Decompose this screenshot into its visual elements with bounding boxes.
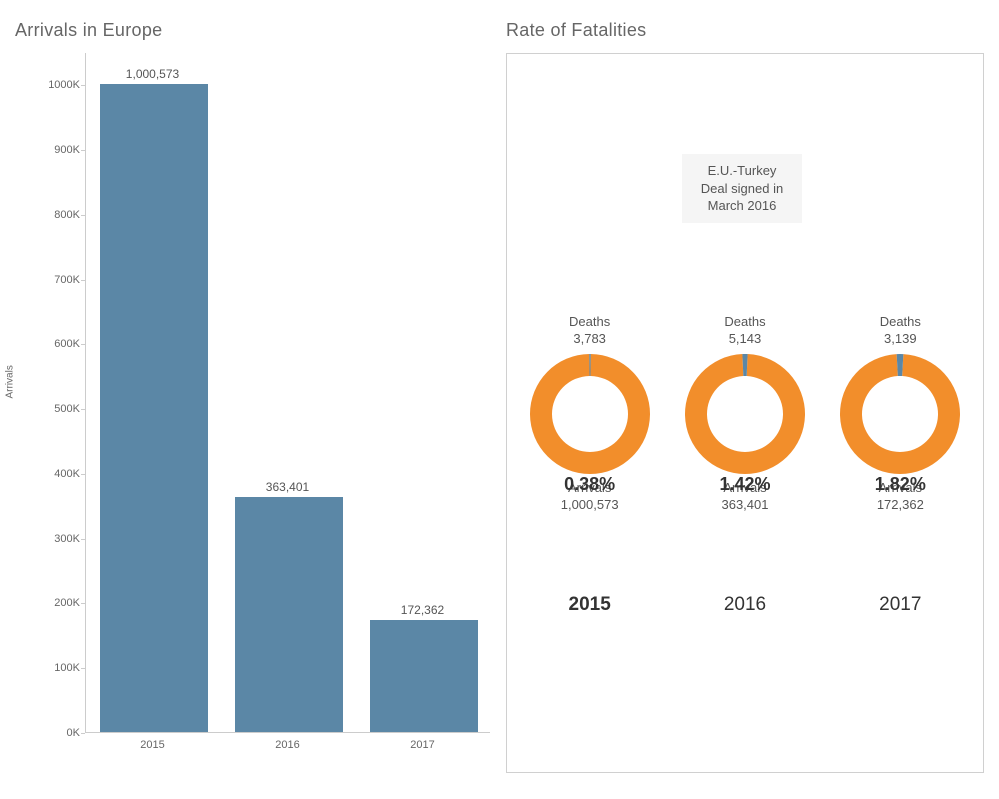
- y-tick-label: 100K: [35, 662, 80, 674]
- bar-value-label: 1,000,573: [126, 67, 179, 81]
- bar: [235, 497, 343, 732]
- bar-value-label: 363,401: [266, 480, 309, 494]
- donut-arrivals-slice: [745, 354, 805, 474]
- donut-column: Deaths3,7830.38%Arrivals1,000,573: [515, 314, 665, 514]
- donut-arrivals-slice: [590, 354, 650, 474]
- donut-center-value: 0.38%: [564, 474, 615, 495]
- donut-year-label: 2015: [515, 594, 665, 616]
- donut-arrivals-slice: [840, 354, 900, 474]
- annotation-line2: Deal signed in: [701, 181, 783, 196]
- donut-column: Deaths3,1391.82%Arrivals172,362: [825, 314, 975, 514]
- x-tick-label: 2015: [140, 739, 164, 751]
- donut-arrivals-slice: [530, 354, 590, 474]
- y-tick-label: 400K: [35, 468, 80, 480]
- y-tick-mark: [81, 733, 85, 734]
- bar-chart: Arrivals 0K100K200K300K400K500K600K700K8…: [15, 53, 500, 773]
- donut-chart: [685, 354, 805, 474]
- y-tick-label: 900K: [35, 144, 80, 156]
- y-ticks: 0K100K200K300K400K500K600K700K800K900K10…: [35, 53, 80, 733]
- donut-deaths-label: Deaths3,783: [515, 314, 665, 348]
- plot-area: [85, 53, 490, 733]
- y-tick-label: 600K: [35, 338, 80, 350]
- y-tick-label: 700K: [35, 274, 80, 286]
- fatalities-title: Rate of Fatalities: [506, 20, 984, 41]
- donut-deaths-label: Deaths3,139: [825, 314, 975, 348]
- annotation-line3: March 2016: [708, 198, 777, 213]
- donut-chart: [530, 354, 650, 474]
- donut-chart: [840, 354, 960, 474]
- dashboard-container: Arrivals in Europe Arrivals 0K 100K 200K 30…: [0, 0, 999, 799]
- arrivals-panel: Arrivals in Europe Arrivals 0K100K200K30…: [15, 20, 500, 784]
- y-axis-label: Arrivals: [5, 365, 16, 398]
- y-tick-label: 1000K: [35, 79, 80, 91]
- donut-center-value: 1.82%: [875, 474, 926, 495]
- arrivals-title: Arrivals in Europe: [15, 20, 500, 41]
- y-tick-label: 500K: [35, 403, 80, 415]
- y-tick-label: 200K: [35, 597, 80, 609]
- bar: [370, 620, 478, 732]
- annotation-line1: E.U.-Turkey: [708, 163, 777, 178]
- donut-year-label: 2016: [670, 594, 820, 616]
- y-tick-label: 800K: [35, 209, 80, 221]
- donut-arrivals-slice: [900, 354, 960, 474]
- fatalities-panel: Rate of Fatalities E.U.-Turkey Deal sign…: [506, 20, 984, 784]
- bar: [100, 84, 208, 732]
- donuts-row: Deaths3,7830.38%Arrivals1,000,573Deaths5…: [507, 314, 983, 514]
- fatalities-inner: E.U.-Turkey Deal signed in March 2016 De…: [506, 53, 984, 773]
- donut-arrivals-slice: [685, 354, 745, 474]
- x-tick-label: 2017: [410, 739, 434, 751]
- x-tick-label: 2016: [275, 739, 299, 751]
- donut-center-value: 1.42%: [719, 474, 770, 495]
- year-row: 201520162017: [507, 594, 983, 616]
- y-tick-label: 0K: [35, 727, 80, 739]
- y-tick-label: 300K: [35, 533, 80, 545]
- annotation-box: E.U.-Turkey Deal signed in March 2016: [682, 154, 802, 223]
- donut-column: Deaths5,1431.42%Arrivals363,401: [670, 314, 820, 514]
- donut-deaths-label: Deaths5,143: [670, 314, 820, 348]
- donut-year-label: 2017: [825, 594, 975, 616]
- bar-value-label: 172,362: [401, 603, 444, 617]
